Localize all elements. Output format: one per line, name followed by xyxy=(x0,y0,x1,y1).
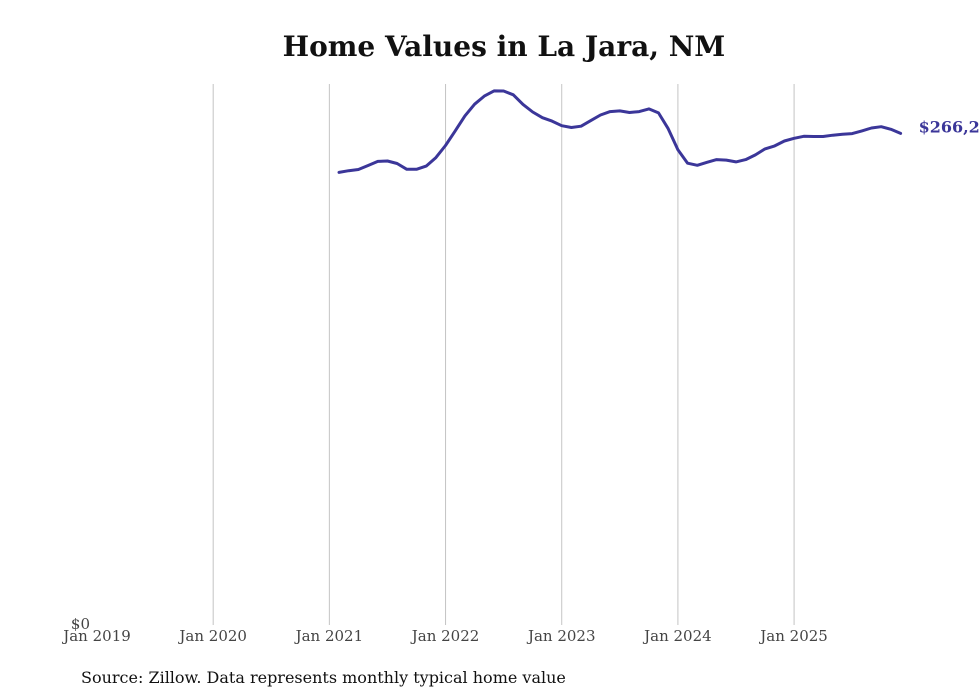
x-tick-label: Jan 2025 xyxy=(758,627,828,645)
y-tick-label-zero: $0 xyxy=(71,615,90,633)
x-tick-label: Jan 2019 xyxy=(61,627,131,645)
gridlines xyxy=(212,84,795,625)
chart-title: Home Values in La Jara, NM xyxy=(282,30,726,63)
x-tick-label: Jan 2022 xyxy=(410,627,480,645)
x-tick-label: Jan 2024 xyxy=(642,627,712,645)
x-tick-label: Jan 2023 xyxy=(526,627,596,645)
x-tick-label: Jan 2020 xyxy=(177,627,247,645)
series-line-home-value xyxy=(337,89,903,174)
source-note: Source: Zillow. Data represents monthly … xyxy=(81,668,566,687)
line-chart: $0 Jan 2019 Jan 2020 Jan 2021 Jan 2022 Jan 2… xyxy=(61,84,980,645)
end-value-label: $266,279 xyxy=(919,117,980,136)
x-tick-label: Jan 2021 xyxy=(294,627,364,645)
x-tick-labels: Jan 2019 Jan 2020 Jan 2021 Jan 2022 Jan 2023… xyxy=(61,627,828,645)
